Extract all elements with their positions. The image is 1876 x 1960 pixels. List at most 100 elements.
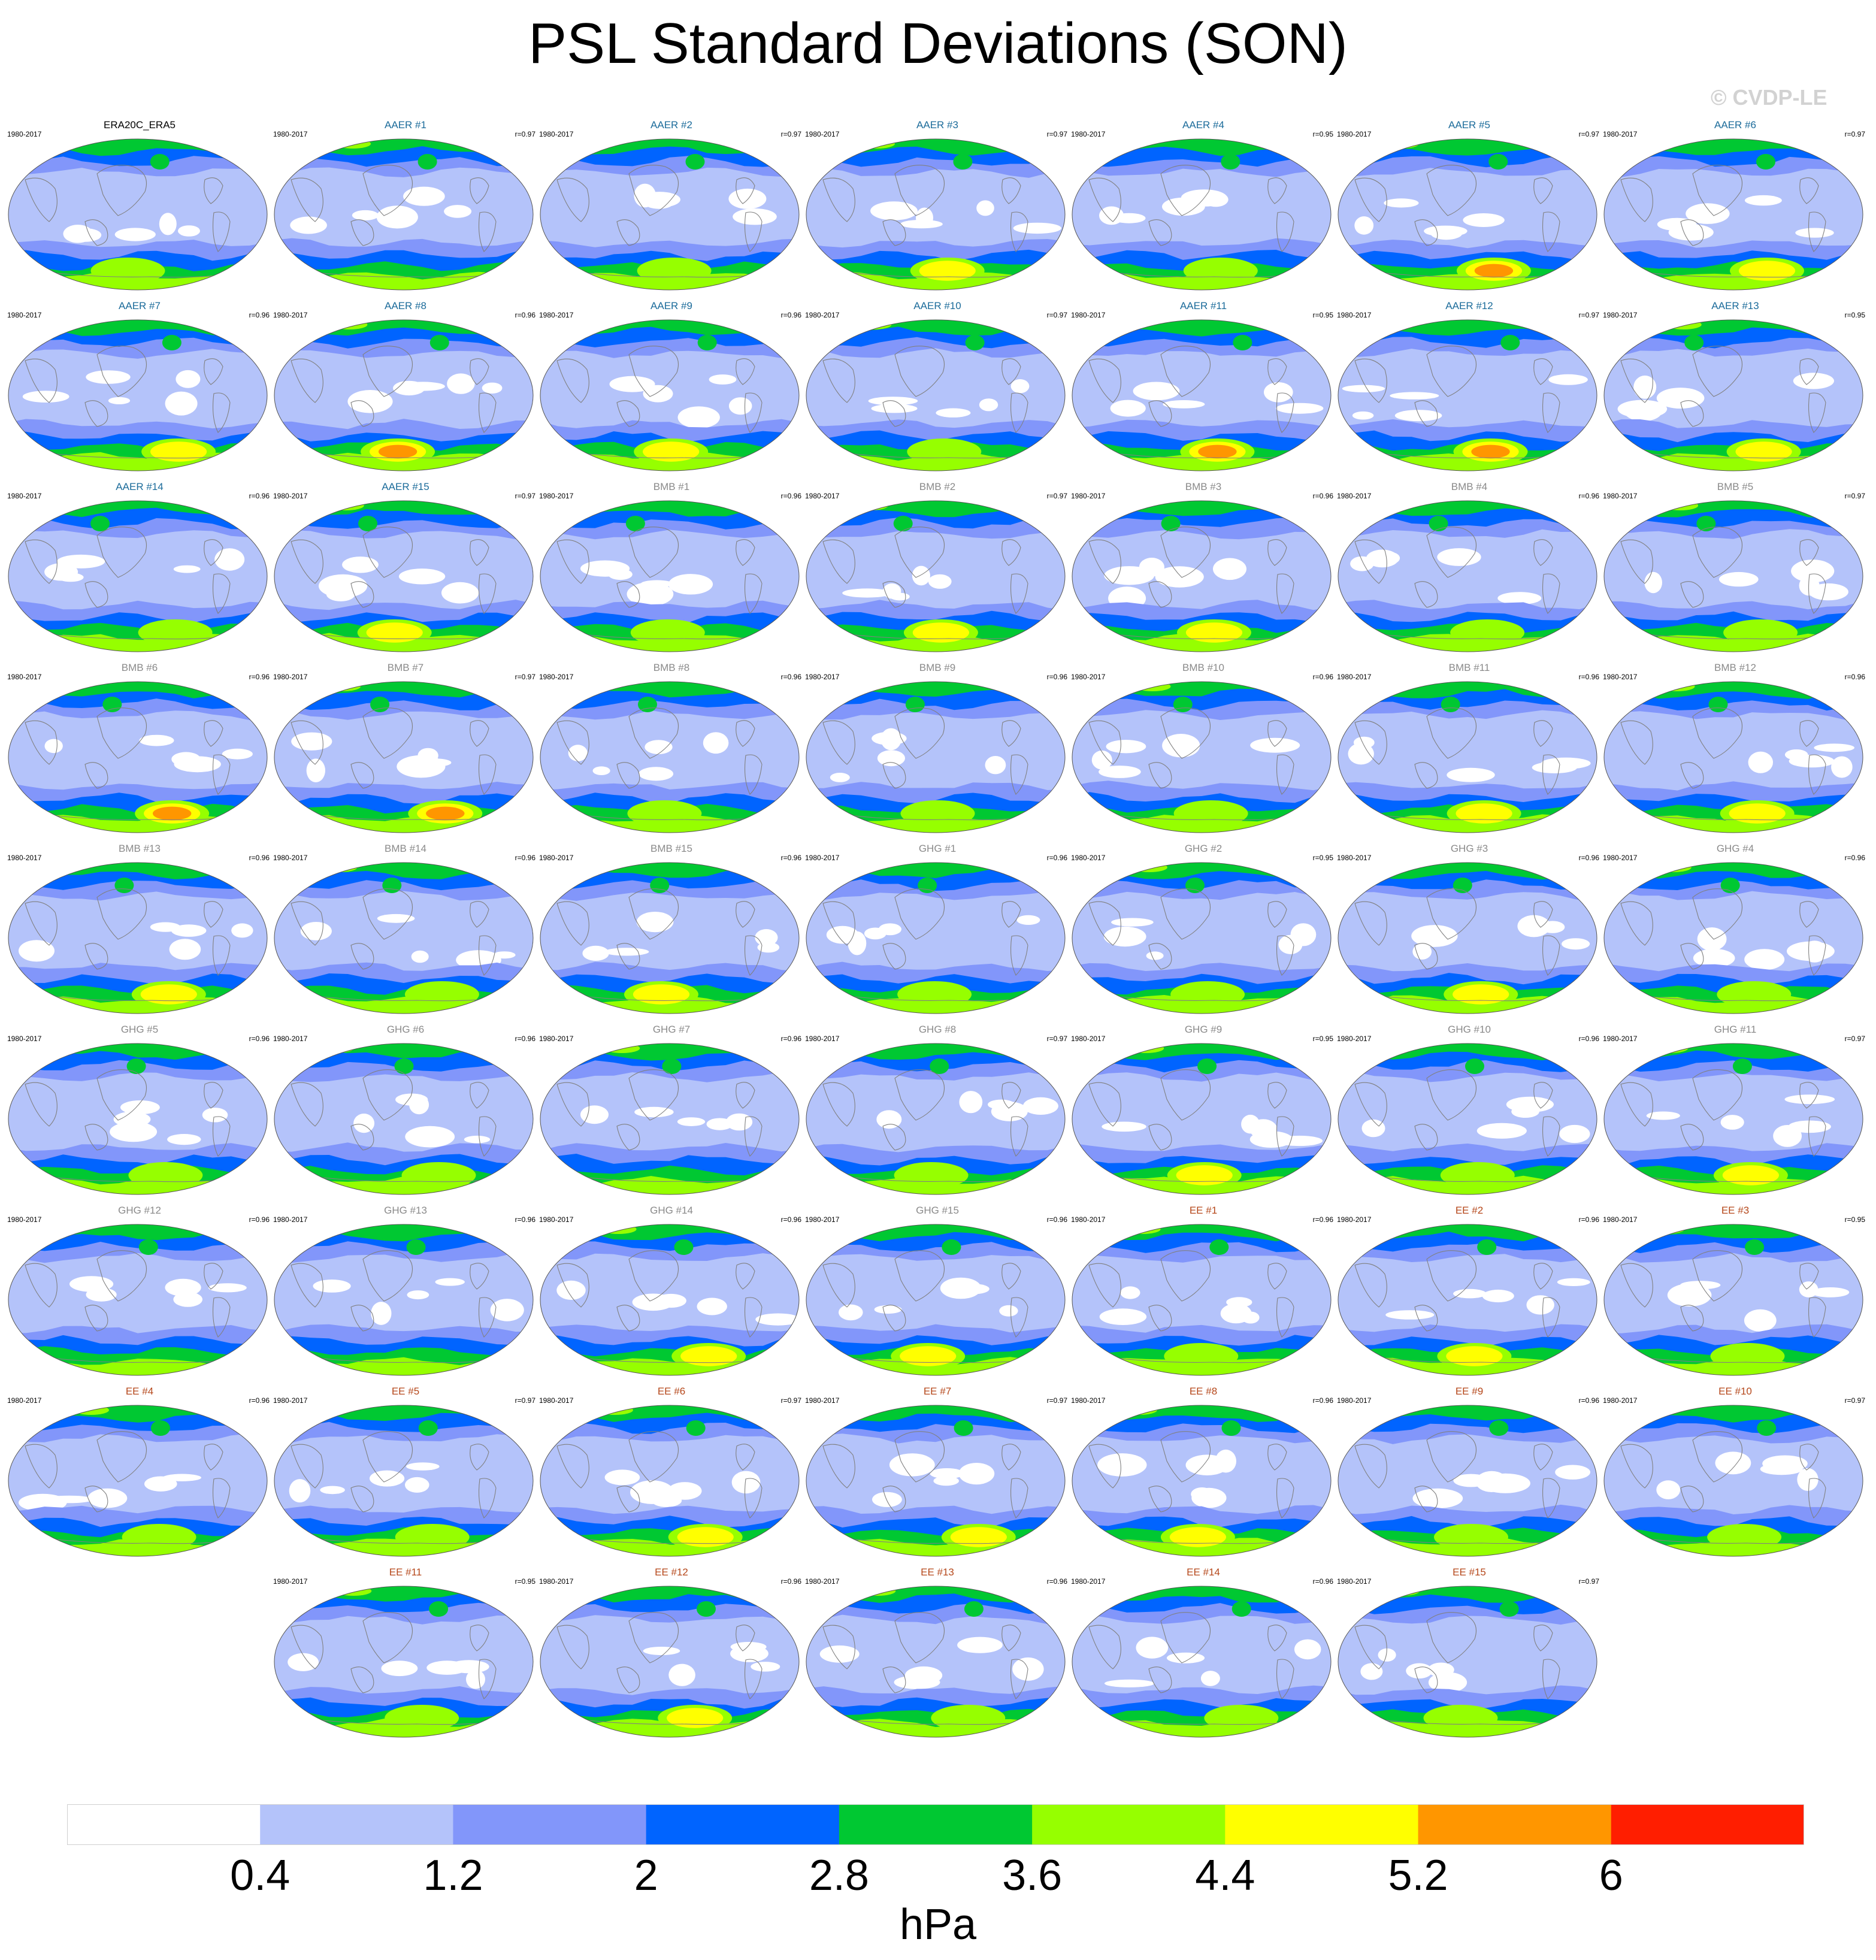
colorbar-tick-label: 1.2 (423, 1852, 483, 1899)
map-contour (1072, 1586, 1332, 1738)
panel-period: 1980-2017 (1071, 1215, 1106, 1224)
panel-period: 1980-2017 (1071, 130, 1106, 138)
map-contour (806, 138, 1066, 291)
map-panel: AAER #14 1980-2017 r=0.96 (6, 479, 273, 660)
panel-period: 1980-2017 (1337, 1215, 1372, 1224)
panel-correlation: r=0.97 (1046, 311, 1067, 319)
map-panel: EE #1 1980-2017 r=0.96 (1070, 1203, 1337, 1384)
panel-correlation: r=0.97 (515, 492, 535, 500)
map-contour (274, 681, 534, 833)
map-contour (1072, 862, 1332, 1014)
panel-correlation: r=0.96 (780, 311, 801, 319)
panel-title: GHG #15 (916, 1205, 959, 1216)
map-panel: EE #9 1980-2017 r=0.96 (1336, 1384, 1603, 1565)
map-panel: AAER #6 1980-2017 r=0.97 (1602, 117, 1869, 298)
panel-correlation: r=0.96 (1578, 1215, 1599, 1224)
panel-correlation: r=0.97 (1046, 1396, 1067, 1405)
map-panel: BMB #11 1980-2017 r=0.96 (1336, 660, 1603, 841)
panel-period: 1980-2017 (1071, 492, 1106, 500)
map-panel: GHG #8 1980-2017 r=0.97 (804, 1022, 1071, 1203)
map-contour (806, 1405, 1066, 1557)
chart-title: PSL Standard Deviations (SON) (528, 11, 1348, 75)
panel-period: 1980-2017 (273, 1396, 308, 1405)
panel-period: 1980-2017 (273, 1035, 308, 1043)
panel-period: 1980-2017 (1603, 854, 1638, 862)
map-contour (8, 1043, 268, 1195)
map-contour (1072, 681, 1332, 833)
panel-correlation: r=0.96 (1312, 673, 1333, 681)
colorbar-swatch (1225, 1804, 1419, 1845)
panel-correlation: r=0.97 (1578, 311, 1599, 319)
panel-title: GHG #4 (1716, 843, 1754, 854)
map-contour (806, 1043, 1066, 1195)
map-panel: EE #12 1980-2017 r=0.96 (538, 1565, 805, 1746)
panel-correlation: r=0.96 (780, 1577, 801, 1586)
panel-period: 1980-2017 (7, 673, 42, 681)
panel-title: BMB #3 (1185, 481, 1222, 492)
map-contour (8, 681, 268, 833)
map-contour (1603, 1405, 1863, 1557)
panel-correlation: r=0.96 (1046, 673, 1067, 681)
panel-period: 1980-2017 (273, 854, 308, 862)
colorbar-swatch (646, 1804, 840, 1845)
panel-period: 1980-2017 (1071, 854, 1106, 862)
panel-title: ERA20C_ERA5 (103, 119, 176, 131)
panel-correlation: r=0.97 (515, 673, 535, 681)
panel-correlation: r=0.96 (1312, 1396, 1333, 1405)
panel-title: BMB #15 (650, 843, 692, 854)
panel-period: 1980-2017 (1337, 130, 1372, 138)
map-panel: GHG #9 1980-2017 r=0.95 (1070, 1022, 1337, 1203)
panel-period: 1980-2017 (1337, 1577, 1372, 1586)
map-panel: GHG #1 1980-2017 r=0.96 (804, 841, 1071, 1022)
map-panel: AAER #1 1980-2017 r=0.97 (272, 117, 539, 298)
map-panel: GHG #4 1980-2017 r=0.96 (1602, 841, 1869, 1022)
map-contour (8, 319, 268, 471)
panel-correlation: r=0.96 (1312, 1577, 1333, 1586)
panel-period: 1980-2017 (7, 130, 42, 138)
map-panel: EE #4 1980-2017 r=0.96 (6, 1384, 273, 1565)
map-panel: GHG #15 1980-2017 r=0.96 (804, 1203, 1071, 1384)
map-panel: GHG #13 1980-2017 r=0.96 (272, 1203, 539, 1384)
panel-title: GHG #10 (1448, 1024, 1491, 1035)
map-contour (1338, 319, 1597, 471)
panel-title: AAER #11 (1179, 300, 1227, 311)
map-panel: EE #8 1980-2017 r=0.96 (1070, 1384, 1337, 1565)
panel-period: 1980-2017 (1603, 130, 1638, 138)
panel-title: GHG #2 (1184, 843, 1223, 854)
map-panel: BMB #1 1980-2017 r=0.96 (538, 479, 805, 660)
panel-correlation: r=0.97 (515, 130, 535, 138)
panel-title: BMB #13 (119, 843, 161, 854)
panel-period: 1980-2017 (805, 673, 840, 681)
map-contour (1603, 862, 1863, 1014)
panel-title: BMB #14 (385, 843, 426, 854)
panel-period: 1980-2017 (1071, 311, 1106, 319)
panel-period: 1980-2017 (805, 1215, 840, 1224)
panel-period: 1980-2017 (7, 854, 42, 862)
panel-period: 1980-2017 (805, 492, 840, 500)
colorbar-swatch (453, 1804, 647, 1845)
panel-title: GHG #13 (384, 1205, 427, 1216)
panel-correlation: r=0.97 (515, 1396, 535, 1405)
map-contour (806, 862, 1066, 1014)
map-panel: EE #5 1980-2017 r=0.97 (272, 1384, 539, 1565)
map-panel: AAER #12 1980-2017 r=0.97 (1336, 298, 1603, 479)
panel-correlation: r=0.96 (1578, 1396, 1599, 1405)
panel-title: BMB #9 (919, 662, 956, 673)
panel-title: EE #10 (1718, 1386, 1752, 1397)
map-panel: AAER #13 1980-2017 r=0.95 (1602, 298, 1869, 479)
panel-period: 1980-2017 (1337, 492, 1372, 500)
panel-period: 1980-2017 (805, 1396, 840, 1405)
panel-correlation: r=0.96 (1844, 673, 1865, 681)
map-panel: EE #6 1980-2017 r=0.97 (538, 1384, 805, 1565)
map-contour (806, 500, 1066, 652)
panel-correlation: r=0.96 (780, 673, 801, 681)
map-panel: BMB #13 1980-2017 r=0.96 (6, 841, 273, 1022)
panel-period: 1980-2017 (1071, 1035, 1106, 1043)
panel-correlation: r=0.96 (780, 854, 801, 862)
panel-title: GHG #12 (118, 1205, 161, 1216)
map-contour (1072, 1224, 1332, 1376)
map-panel: EE #11 1980-2017 r=0.95 (272, 1565, 539, 1746)
panel-correlation: r=0.97 (780, 1396, 801, 1405)
colorbar-tick-label: 2.8 (809, 1852, 869, 1899)
colorbar-tick-label: 0.4 (230, 1852, 291, 1899)
